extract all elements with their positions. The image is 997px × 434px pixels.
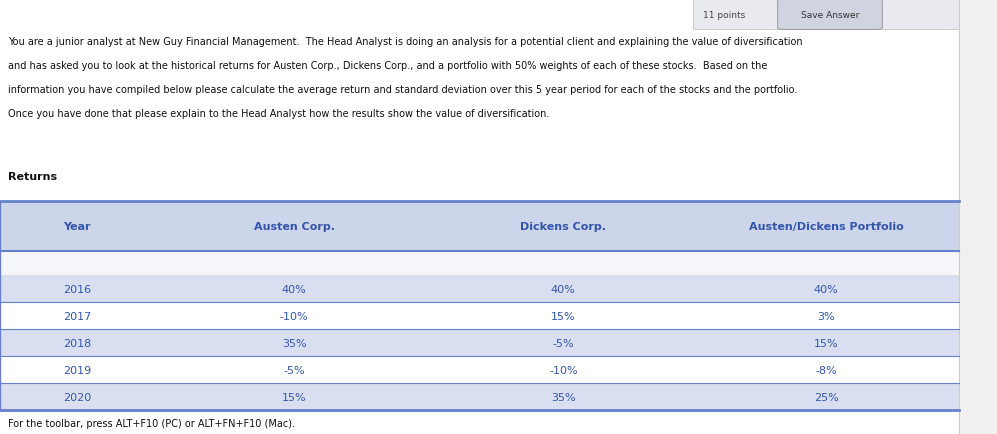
FancyBboxPatch shape: [0, 202, 959, 252]
Text: Austen/Dickens Portfolio: Austen/Dickens Portfolio: [749, 222, 903, 232]
FancyBboxPatch shape: [0, 302, 959, 329]
FancyBboxPatch shape: [0, 276, 959, 302]
Text: -5%: -5%: [552, 338, 574, 348]
Text: 2020: 2020: [63, 392, 92, 401]
Text: -10%: -10%: [280, 311, 308, 321]
Text: 40%: 40%: [551, 284, 575, 294]
FancyBboxPatch shape: [693, 0, 959, 30]
Text: -8%: -8%: [816, 365, 836, 375]
Text: 15%: 15%: [814, 338, 838, 348]
Text: For the toolbar, press ALT+F10 (PC) or ALT+FN+F10 (Mac).: For the toolbar, press ALT+F10 (PC) or A…: [8, 418, 295, 428]
Text: and has asked you to look at the historical returns for Austen Corp., Dickens Co: and has asked you to look at the histori…: [8, 61, 768, 71]
Text: Once you have done that please explain to the Head Analyst how the results show : Once you have done that please explain t…: [8, 108, 549, 118]
Text: 15%: 15%: [282, 392, 306, 401]
Text: 40%: 40%: [282, 284, 306, 294]
FancyBboxPatch shape: [0, 383, 959, 410]
Text: 40%: 40%: [814, 284, 838, 294]
FancyBboxPatch shape: [0, 329, 959, 356]
Text: Year: Year: [64, 222, 91, 232]
Text: 2016: 2016: [63, 284, 92, 294]
Text: 2017: 2017: [63, 311, 92, 321]
Text: information you have compiled below please calculate the average return and stan: information you have compiled below plea…: [8, 85, 798, 95]
Text: Returns: Returns: [8, 171, 57, 181]
Text: 2019: 2019: [63, 365, 92, 375]
Text: 35%: 35%: [551, 392, 575, 401]
Text: -10%: -10%: [549, 365, 577, 375]
Text: You are a junior analyst at New Guy Financial Management.  The Head Analyst is d: You are a junior analyst at New Guy Fina…: [8, 37, 803, 47]
Text: 2018: 2018: [63, 338, 92, 348]
Text: 11 points: 11 points: [703, 11, 745, 20]
Text: 15%: 15%: [551, 311, 575, 321]
FancyBboxPatch shape: [778, 0, 882, 30]
Text: 25%: 25%: [814, 392, 838, 401]
Text: Save Answer: Save Answer: [801, 11, 859, 20]
FancyBboxPatch shape: [0, 252, 959, 276]
FancyBboxPatch shape: [0, 356, 959, 383]
FancyBboxPatch shape: [959, 0, 997, 434]
Text: Dickens Corp.: Dickens Corp.: [520, 222, 606, 232]
Text: -5%: -5%: [283, 365, 305, 375]
Text: Austen Corp.: Austen Corp.: [253, 222, 335, 232]
Text: 3%: 3%: [818, 311, 834, 321]
Text: 35%: 35%: [282, 338, 306, 348]
